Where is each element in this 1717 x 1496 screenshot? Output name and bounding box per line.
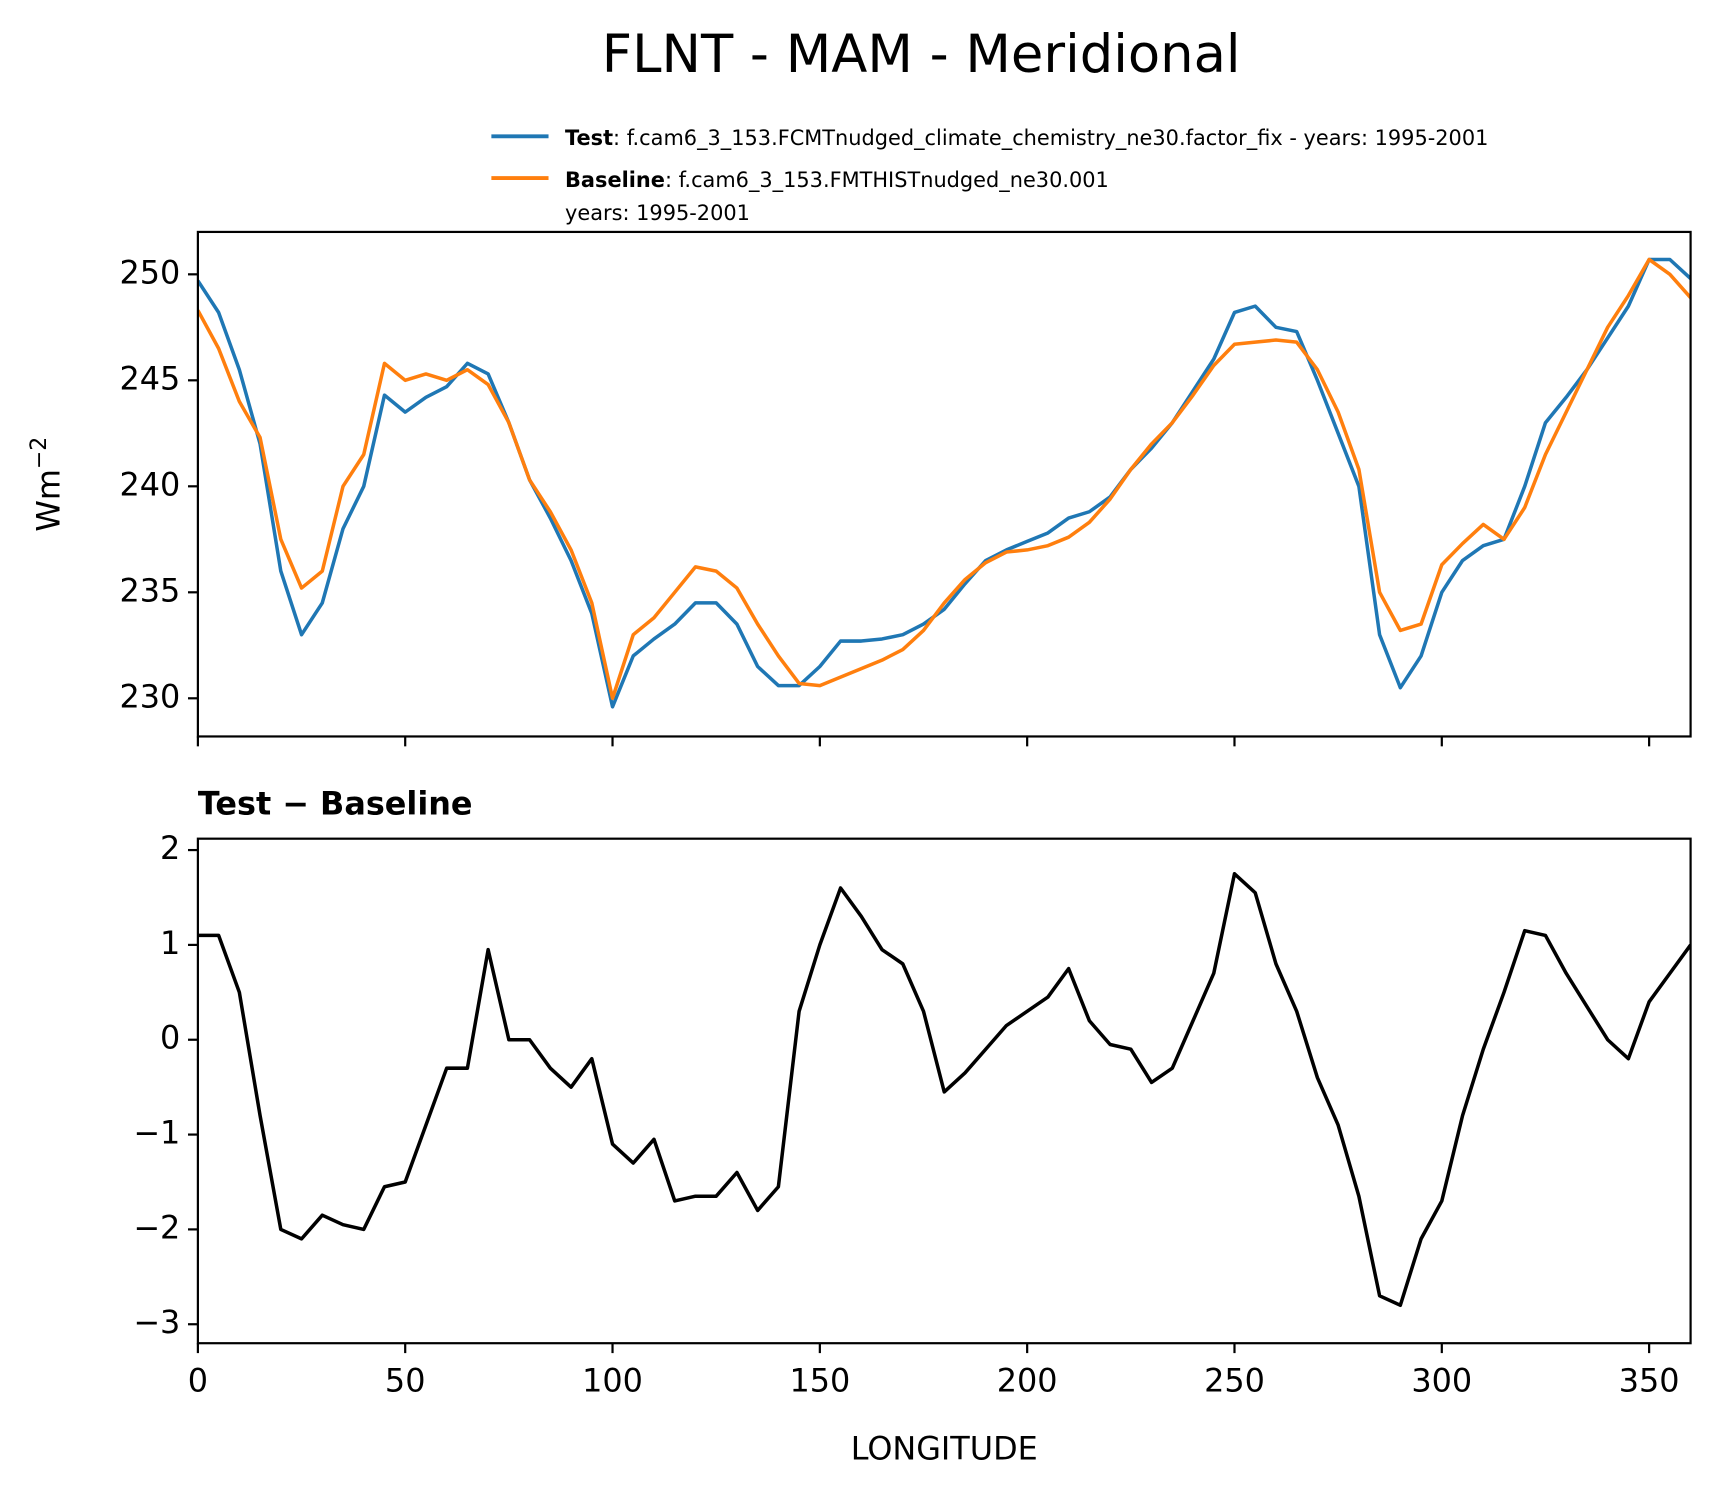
figure-title: FLNT - MAM - Meridional [602, 24, 1241, 85]
x-tick-label: 150 [789, 1362, 850, 1400]
x-tick-label: 350 [1619, 1362, 1680, 1400]
y-axis-label: Wm−2 [27, 437, 67, 532]
legend-name: Baseline [565, 168, 665, 192]
x-tick-label: 0 [188, 1362, 208, 1400]
y-tick-label: 240 [119, 465, 180, 503]
y-tick-label: 235 [119, 571, 180, 609]
x-tick-label: 250 [1204, 1362, 1265, 1400]
legend-entry: years: 1995-2001 [565, 201, 750, 225]
x-tick-label: 200 [997, 1362, 1058, 1400]
y-axis-label-exp: −2 [27, 437, 52, 469]
legend-name: Test [565, 126, 613, 150]
y-tick-label: 230 [119, 677, 180, 715]
y-tick-label: 0 [160, 1019, 180, 1057]
y-tick-label: 1 [160, 924, 180, 962]
y-tick-label: −2 [133, 1208, 180, 1246]
y-tick-label: −1 [133, 1114, 180, 1152]
axes-title: Test − Baseline [198, 785, 473, 823]
x-tick-label: 100 [582, 1362, 643, 1400]
series-line [197, 872, 1691, 1308]
x-axis-label: LONGITUDE [851, 1430, 1038, 1468]
series-line [197, 257, 1691, 709]
x-tick-label: 300 [1411, 1362, 1472, 1400]
series-line [197, 257, 1691, 701]
y-tick-label: 250 [119, 253, 180, 291]
legend-text: : f.cam6_3_153.FCMTnudged_climate_chemis… [613, 126, 1488, 150]
legend-text: : f.cam6_3_153.FMTHISTnudged_ne30.001 [665, 168, 1109, 192]
legend-text: years: 1995-2001 [565, 201, 750, 225]
y-axis-label-base: Wm [29, 469, 67, 532]
axes-frame [196, 230, 1692, 738]
axes-frame [196, 837, 1692, 1345]
y-tick-label: 245 [119, 359, 180, 397]
legend-entry: Baseline: f.cam6_3_153.FMTHISTnudged_ne3… [565, 168, 1109, 192]
legend-entry: Test: f.cam6_3_153.FCMTnudged_climate_ch… [565, 126, 1488, 150]
x-tick-label: 50 [385, 1362, 426, 1400]
y-tick-label: 2 [160, 829, 180, 867]
y-tick-label: −3 [133, 1303, 180, 1341]
